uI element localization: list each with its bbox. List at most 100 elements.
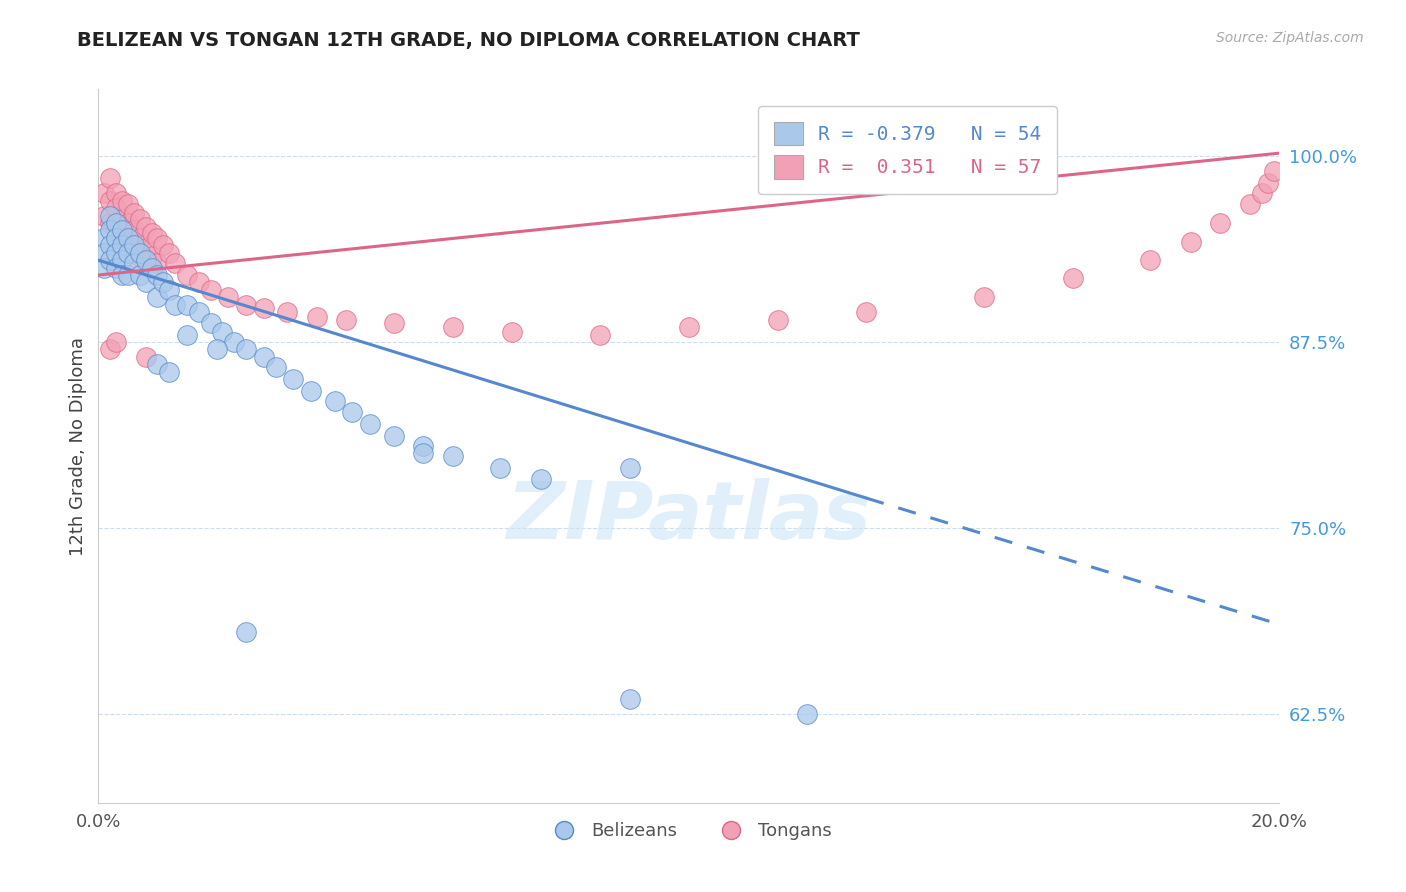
Point — [165, 298, 187, 312]
Point — [441, 450, 464, 464]
Point — [1239, 196, 1261, 211]
Point — [501, 325, 523, 339]
Point — [157, 245, 180, 260]
Point — [382, 428, 405, 442]
Point — [200, 283, 222, 297]
Point — [855, 305, 877, 319]
Point — [796, 706, 818, 721]
Point — [1180, 235, 1202, 250]
Point — [98, 171, 121, 186]
Point — [105, 334, 128, 349]
Point — [93, 186, 115, 201]
Point — [128, 250, 150, 264]
Point — [489, 461, 512, 475]
Point — [146, 231, 169, 245]
Point — [111, 223, 134, 237]
Point — [135, 253, 157, 268]
Point — [305, 310, 328, 324]
Point — [135, 350, 157, 364]
Point — [93, 260, 115, 275]
Point — [141, 249, 163, 263]
Text: ZIPatlas: ZIPatlas — [506, 478, 872, 557]
Y-axis label: 12th Grade, No Diploma: 12th Grade, No Diploma — [69, 336, 87, 556]
Point — [619, 461, 641, 475]
Point — [98, 216, 121, 230]
Point — [1209, 216, 1232, 230]
Point — [235, 298, 257, 312]
Point — [176, 298, 198, 312]
Point — [187, 305, 209, 319]
Point — [111, 194, 134, 208]
Point — [93, 231, 115, 245]
Point — [122, 245, 145, 260]
Point — [135, 241, 157, 255]
Point — [122, 238, 145, 252]
Point — [117, 245, 139, 260]
Point — [93, 245, 115, 260]
Point — [111, 268, 134, 282]
Point — [678, 320, 700, 334]
Point — [128, 245, 150, 260]
Point — [146, 268, 169, 282]
Point — [111, 238, 134, 252]
Point — [105, 245, 128, 260]
Point — [283, 372, 305, 386]
Point — [128, 211, 150, 226]
Point — [323, 394, 346, 409]
Point — [111, 231, 134, 245]
Point — [412, 439, 434, 453]
Text: BELIZEAN VS TONGAN 12TH GRADE, NO DIPLOMA CORRELATION CHART: BELIZEAN VS TONGAN 12TH GRADE, NO DIPLOM… — [77, 31, 860, 50]
Point — [117, 196, 139, 211]
Point — [122, 205, 145, 219]
Point — [382, 316, 405, 330]
Point — [235, 343, 257, 357]
Point — [412, 446, 434, 460]
Point — [146, 357, 169, 371]
Point — [1257, 176, 1279, 190]
Point — [766, 312, 789, 326]
Point — [157, 283, 180, 297]
Point — [165, 256, 187, 270]
Point — [117, 235, 139, 250]
Point — [128, 231, 150, 245]
Point — [187, 276, 209, 290]
Point — [105, 201, 128, 215]
Point — [93, 209, 115, 223]
Point — [111, 211, 134, 226]
Point — [224, 334, 246, 349]
Point — [335, 312, 357, 326]
Point — [98, 238, 121, 252]
Point — [1250, 186, 1272, 201]
Point — [441, 320, 464, 334]
Point — [122, 256, 145, 270]
Point — [135, 276, 157, 290]
Point — [1139, 253, 1161, 268]
Point — [205, 343, 228, 357]
Point — [152, 238, 174, 252]
Point — [146, 256, 169, 270]
Point — [530, 472, 553, 486]
Point — [973, 290, 995, 304]
Point — [105, 216, 128, 230]
Point — [105, 231, 128, 245]
Legend: Belizeans, Tongans: Belizeans, Tongans — [538, 815, 839, 847]
Point — [359, 417, 381, 431]
Point — [98, 343, 121, 357]
Point — [98, 223, 121, 237]
Point — [128, 268, 150, 282]
Point — [122, 223, 145, 237]
Point — [1263, 164, 1285, 178]
Point — [117, 268, 139, 282]
Point — [146, 290, 169, 304]
Point — [152, 276, 174, 290]
Point — [619, 691, 641, 706]
Point — [117, 216, 139, 230]
Point — [264, 360, 287, 375]
Point — [135, 220, 157, 235]
Point — [589, 327, 612, 342]
Point — [253, 350, 276, 364]
Point — [98, 194, 121, 208]
Point — [176, 327, 198, 342]
Point — [200, 316, 222, 330]
Point — [253, 301, 276, 315]
